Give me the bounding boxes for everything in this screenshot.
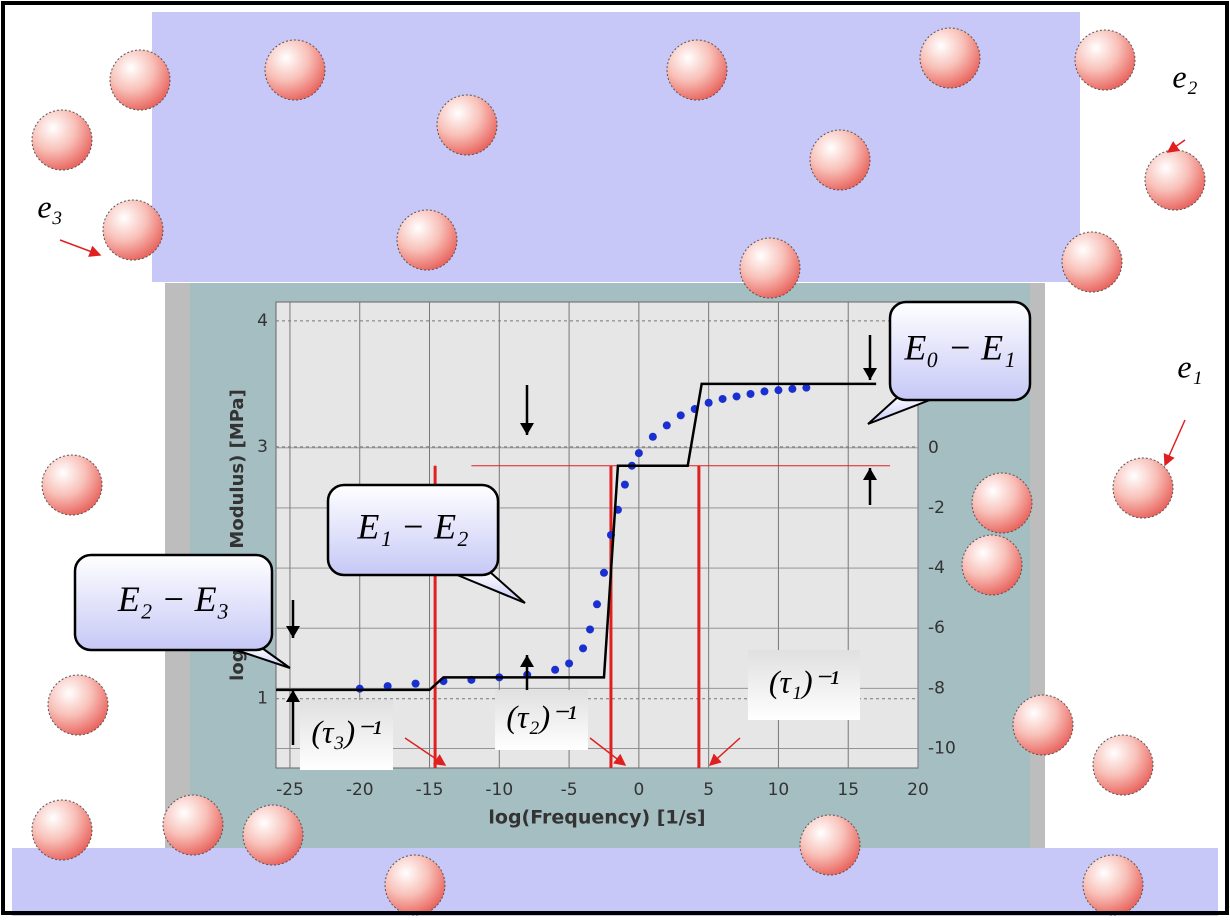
particle [972,473,1032,533]
y2-tick-label: -8 [928,678,945,698]
data-point [593,600,601,608]
y2-tick-label: -10 [928,738,956,758]
data-point [586,625,594,633]
bottom-plate [12,848,1218,916]
data-point [412,680,420,688]
element-label: e₁ [1177,348,1202,384]
x-tick-label: -15 [416,780,444,800]
x-tick-label: 15 [837,780,859,800]
particle [265,40,325,100]
particle [1083,855,1143,915]
x-tick-label: -20 [346,780,374,800]
particle [243,805,303,865]
particle [667,40,727,100]
y2-tick-label: -4 [928,558,945,578]
tau-label: (τ₂)⁻¹ [506,698,576,734]
x-tick-label: 0 [633,780,644,800]
data-point [551,666,559,674]
particle [1062,232,1122,292]
particle [1093,735,1153,795]
particle [110,50,170,110]
y-tick-label: 1 [257,689,268,709]
particle [42,455,102,515]
particle [103,200,163,260]
y-tick-label: 4 [257,311,268,331]
data-point [635,449,643,457]
data-point [649,433,657,441]
data-point [600,569,608,577]
callout-label: E₀ − E₁ [903,327,1015,367]
particle [437,95,497,155]
data-point [760,387,768,395]
x-tick-label: 10 [768,780,790,800]
particle [920,28,980,88]
particle [385,855,445,915]
data-point [774,386,782,394]
data-point [788,385,796,393]
data-point [705,399,713,407]
x-axis-label: log(Frequency) [1/s] [488,807,705,829]
x-tick-label: 5 [703,780,714,800]
particle [962,535,1022,595]
particle [48,675,108,735]
particle [163,795,223,855]
x-tick-label: 20 [907,780,929,800]
figure: -25 -20 -15 -10 -5 0 5 10 15 20 1 3 4 0 -2 -4 -6 -8 -10 log… [0,0,1230,916]
data-point [677,411,685,419]
x-tick-label: -5 [561,780,578,800]
x-tick-label: -10 [485,780,513,800]
particle [1145,150,1205,210]
data-point [719,395,727,403]
particle [397,210,457,270]
y2-tick-label: 0 [928,438,939,458]
data-point [747,390,755,398]
data-point [579,644,587,652]
callout-label: E₂ − E₃ [117,579,229,619]
x-tick-label: -25 [276,780,304,800]
particle [810,130,870,190]
data-point [663,421,671,429]
particle [1013,695,1073,755]
y2-tick-label: -6 [928,618,945,638]
y2-tick-label: -2 [928,498,945,518]
particle [740,238,800,298]
data-point [356,685,364,693]
y-tick-label: 3 [257,437,268,457]
element-label: e₂ [1172,58,1197,94]
particle [32,800,92,860]
data-point [621,481,629,489]
callout-label: E₁ − E₂ [356,506,468,546]
panel-strip [1030,283,1045,848]
tau-label: (τ₃)⁻¹ [311,713,381,749]
particle [1113,458,1173,518]
particle [800,815,860,875]
data-point [565,659,573,667]
particle [32,110,92,170]
particle [1075,30,1135,90]
data-point [733,392,741,400]
element-label: e₃ [37,188,62,224]
tau-label: (τ₁)⁻¹ [769,663,839,699]
